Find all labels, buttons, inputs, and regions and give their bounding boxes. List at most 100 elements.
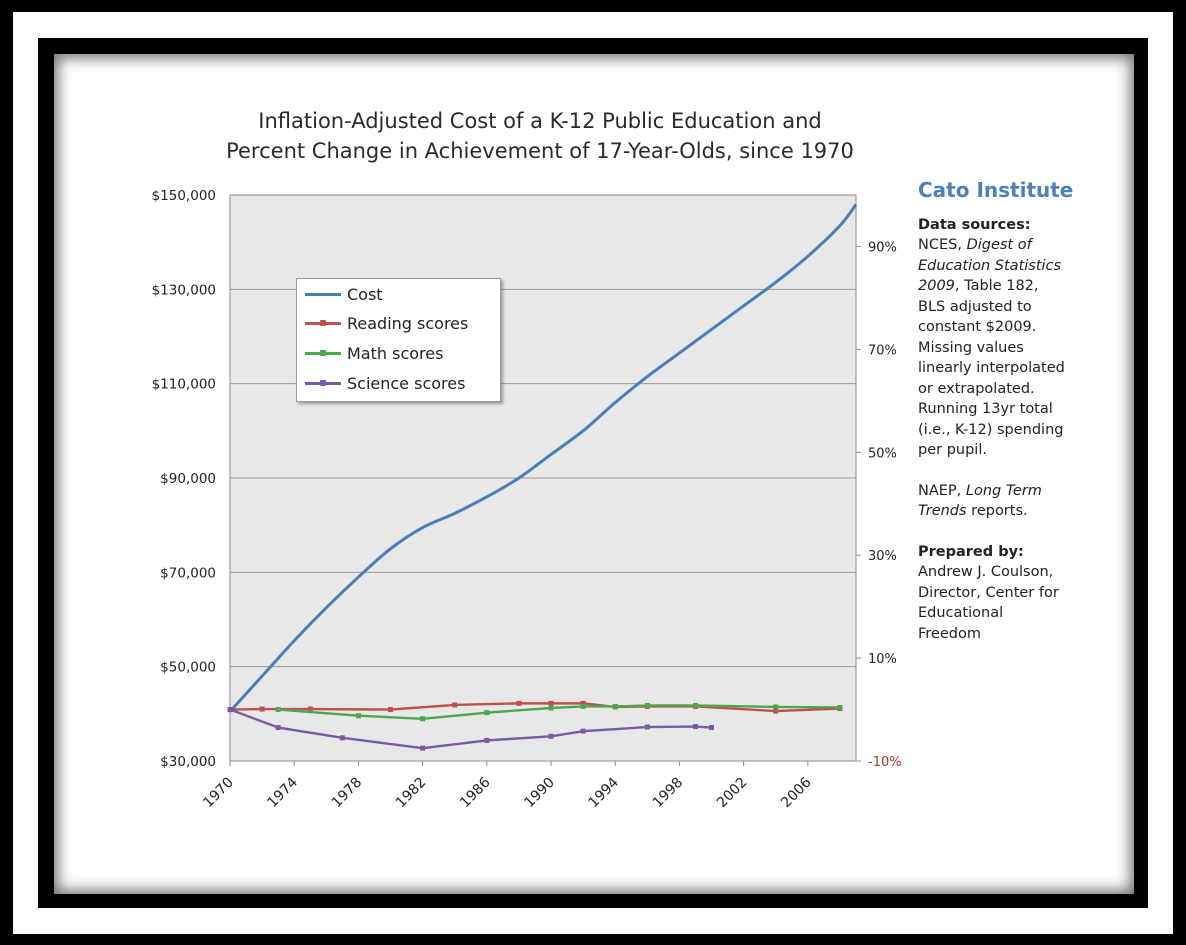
series-line-cost [228,203,858,713]
legend-item-reading: Reading scores [305,310,468,336]
right-y-tick-label: 10% [868,652,897,667]
data-point-science-scores [339,735,345,741]
legend-label-math: Math scores [347,343,444,363]
prepared-heading: Prepared by: [918,543,1024,560]
right-y-tick-label: 30% [868,549,897,564]
right-y-axis: 90% 70% 50% 30% 10% -10% [856,240,902,770]
data-point-science-scores [275,725,281,731]
legend-label-science: Science scores [347,373,466,393]
x-tick-label: 1978 [329,775,366,812]
x-tick-label: 1970 [200,775,237,812]
note-line: Director, Center for [918,584,1059,601]
note-line: Andrew J. Coulson, [918,564,1054,580]
data-point-science-scores [420,745,426,751]
legend-label-cost: Cost [347,284,383,304]
right-y-tick-label: 50% [868,446,897,461]
data-point-math-scores [644,702,650,708]
note-line: or extrapolated. [918,380,1035,397]
note-text: NAEP, [918,482,962,499]
data-point-science-scores [484,737,490,743]
x-tick-label: 1998 [650,775,687,812]
note-line: 2009, Table 182, [918,276,1108,297]
x-tick-label: 1982 [393,775,430,812]
legend-item-science: Science scores [305,370,465,396]
note-text: Education Statistics [918,257,1062,274]
data-point-math-scores [612,703,618,709]
legend: Cost Reading scores Math scores Science … [296,278,501,402]
note-line: linearly interpolated [918,360,1065,376]
data-point-reading-scores [548,700,554,706]
legend-swatch-cost [305,292,341,296]
data-point-math-scores [548,705,554,711]
chart-title-line-2: Percent Change in Achievement of 17-Year… [226,139,854,163]
legend-swatch-math [305,349,341,356]
sidebar-notes: Cato Institute Data sources: NCES, Diges… [918,180,1108,644]
data-point-math-scores [355,713,361,719]
left-y-tick-label: $30,000 [160,754,216,770]
legend-label-reading: Reading scores [347,313,469,333]
note-line: NAEP, Long Term [918,481,1108,502]
left-y-tick-label: $130,000 [152,282,216,298]
note-line: constant $2009. [918,319,1037,335]
data-point-reading-scores [307,706,313,712]
data-point-science-scores [580,728,586,734]
note-text: NCES, [918,237,962,253]
x-tick-label: 2002 [714,775,751,812]
x-tick-label: 1994 [586,774,623,811]
chart-title-line-1: Inflation-Adjusted Cost of a K-12 Public… [258,109,822,133]
data-point-math-scores [692,702,698,708]
note-line: Running 13yr total [918,401,1053,417]
note-line: BLS adjusted to [918,298,1032,315]
legend-swatch-reading [305,319,341,326]
data-point-science-scores [644,724,650,730]
note-text: Digest of [966,237,1032,253]
legend-swatch-science [305,379,341,386]
left-y-tick-label: $150,000 [152,188,216,204]
legend-item-math: Math scores [305,340,443,366]
x-tick-label: 1986 [457,774,494,811]
note-line: Missing values [918,339,1024,356]
x-tick-label: 1974 [265,774,302,811]
data-point-reading-scores [773,708,779,714]
brand-name: Cato Institute [918,178,1074,202]
left-y-axis: $150,000 $130,000 $110,000 $90,000 $70,000 $5… [152,188,216,770]
sources-heading: Data sources: [918,216,1031,233]
data-point-reading-scores [452,702,458,708]
legend-item-cost: Cost [305,281,383,307]
left-y-tick-label: $70,000 [160,565,216,581]
right-y-tick-label: 70% [868,343,897,358]
note-line: (i.e., K-12) spending [918,421,1064,438]
data-point-reading-scores [580,700,586,706]
data-point-reading-scores [516,700,522,706]
left-y-tick-label: $50,000 [160,660,216,676]
note-line: per pupil. [918,442,987,458]
data-point-math-scores [580,703,586,709]
note-text: , Table 182, [954,278,1039,294]
left-y-tick-label: $110,000 [152,377,216,393]
x-axis: 1970 1974 1978 1982 1986 1990 1994 1998 2002 2006 [200,761,815,812]
right-y-tick-label: -10% [868,755,902,770]
data-point-science-scores [548,733,554,739]
series-group [227,203,858,751]
note-line: Education Statistics [918,256,1108,277]
note-text: 2009 [918,278,955,294]
left-y-tick-label: $90,000 [160,471,216,487]
note-text: Trends [918,503,967,519]
data-point-math-scores [484,710,490,716]
data-point-reading-scores [388,707,394,713]
series-line-science-scores [229,708,712,750]
data-point-science-scores [692,724,698,730]
note-line: Educational [918,605,1004,621]
data-point-math-scores [773,704,779,710]
right-y-tick-label: 90% [868,240,897,255]
note-text: Long Term [965,482,1042,499]
data-point-math-scores [420,716,426,722]
note-line: Trends reports. [918,501,1108,522]
data-point-math-scores [275,707,281,713]
data-point-math-scores [837,704,843,710]
note-line: NCES, Digest of [918,235,1108,256]
data-point-science-scores [709,725,715,731]
data-point-reading-scores [259,706,265,712]
note-line: Freedom [918,625,981,642]
